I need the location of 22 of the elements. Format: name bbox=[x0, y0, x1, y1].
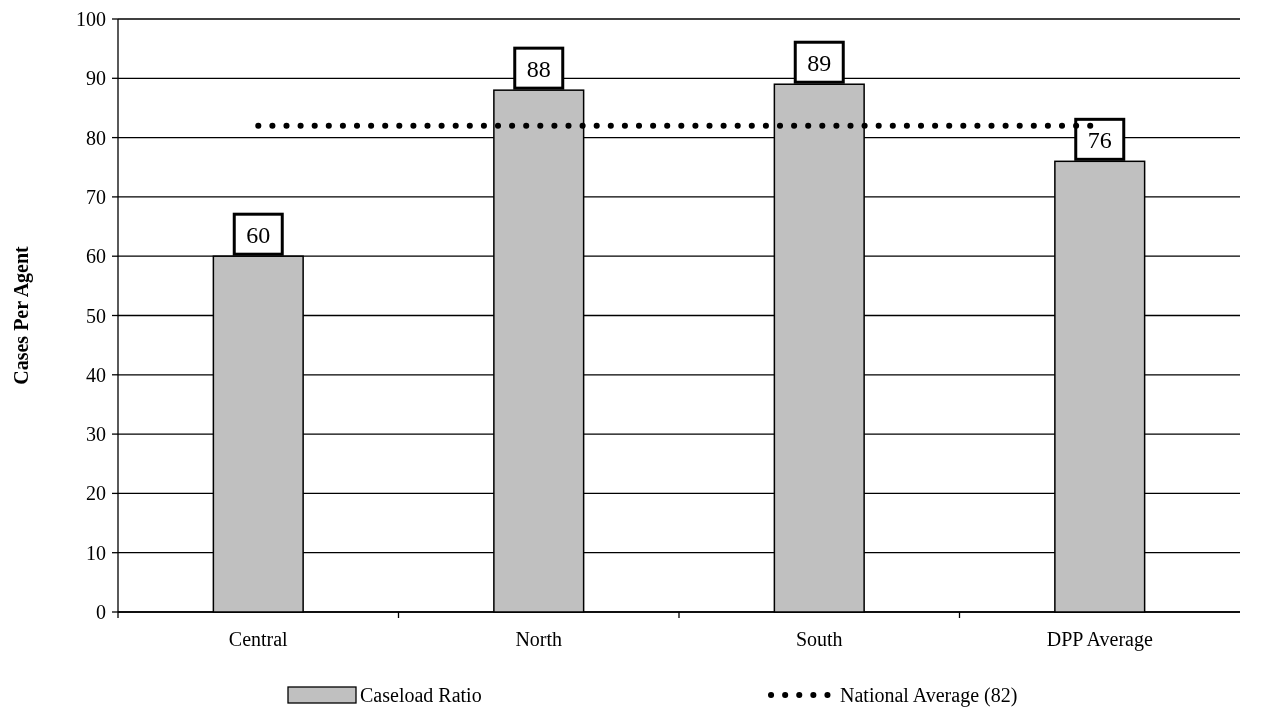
data-label: 89 bbox=[807, 49, 832, 76]
y-tick-label: 60 bbox=[86, 245, 106, 268]
y-tick-label: 40 bbox=[86, 363, 106, 386]
y-tick-label: 10 bbox=[86, 541, 106, 564]
legend-label: National Average (82) bbox=[840, 684, 1018, 707]
y-tick-label: 0 bbox=[96, 601, 106, 623]
y-tick-label: 80 bbox=[86, 126, 106, 149]
y-tick-label: 50 bbox=[86, 304, 106, 327]
legend-label: Caseload Ratio bbox=[360, 684, 482, 706]
y-axis-title: Cases Per Agent bbox=[10, 245, 33, 385]
x-tick-label: South bbox=[795, 628, 843, 650]
y-tick-label: 20 bbox=[86, 482, 106, 505]
y-tick-label: 70 bbox=[86, 185, 106, 208]
y-tick-label: 100 bbox=[76, 8, 106, 30]
y-tick-label: 30 bbox=[86, 423, 106, 446]
data-label: 88 bbox=[526, 55, 551, 82]
y-tick-label: 90 bbox=[86, 67, 106, 90]
x-tick-label: Central bbox=[228, 628, 289, 650]
data-label: 60 bbox=[246, 221, 271, 248]
x-tick-label: North bbox=[515, 628, 563, 650]
data-label: 76 bbox=[1087, 126, 1112, 153]
x-tick-label: DPP Average bbox=[1046, 628, 1153, 651]
